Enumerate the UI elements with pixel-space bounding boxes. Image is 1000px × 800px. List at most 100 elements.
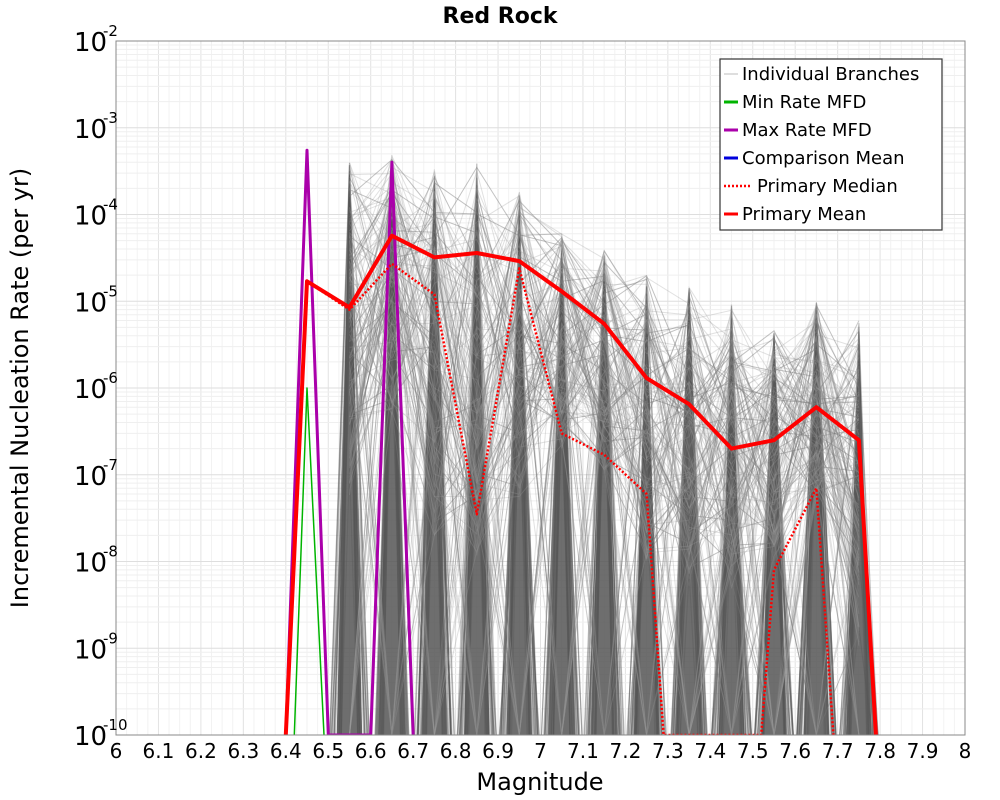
y-tick-label: 10 (74, 288, 107, 318)
x-axis-ticks: 6 6.1 6.2 6.3 6.4 6.5 6.6 6.7 6.8 6.9 7 7.1 7.2 7.3 7.… (110, 739, 972, 763)
branch-line (349, 191, 859, 735)
branch-line (349, 182, 860, 735)
branch-line (716, 308, 747, 735)
branch-line (349, 158, 860, 571)
y-tick-label: 10 (74, 635, 107, 665)
x-tick-label: 7.2 (609, 739, 641, 763)
branch-line (349, 295, 860, 735)
branch-line (349, 274, 860, 735)
branch-line (349, 233, 860, 735)
branch-line (349, 197, 860, 735)
branch-spike (464, 170, 490, 735)
branch-line (349, 198, 860, 735)
branch-line (349, 240, 860, 735)
y-tick-exponent: -4 (103, 196, 118, 214)
branch-line (349, 181, 860, 735)
y-tick-label: 10 (74, 28, 107, 58)
branch-line (349, 235, 859, 735)
branch-line (349, 232, 860, 556)
branch-line (349, 227, 860, 735)
y-tick-label: 10 (74, 202, 107, 232)
branch-line (349, 237, 860, 735)
branch-line (349, 204, 860, 735)
branch-line (670, 292, 708, 735)
branch-line (349, 170, 860, 735)
branch-line (349, 248, 860, 735)
branch-line (349, 250, 860, 735)
x-axis-label: Magnitude (476, 768, 603, 796)
branch-line (349, 185, 860, 735)
branch-line (757, 334, 791, 735)
branch-line (349, 277, 860, 735)
branch-line (672, 291, 706, 735)
branch-line (758, 333, 790, 735)
branch-spike (761, 335, 787, 735)
branch-line (349, 197, 860, 580)
branch-line (349, 210, 860, 735)
branch-line (349, 209, 860, 488)
x-tick-label: 6.9 (482, 739, 514, 763)
branch-line (349, 306, 860, 735)
x-tick-label: 6.8 (440, 739, 472, 763)
branch-spike (803, 309, 830, 735)
branch-line (349, 212, 860, 587)
branch-line (349, 293, 860, 556)
individual-branches-layer (329, 154, 879, 735)
branch-line (349, 196, 859, 735)
branch-line (349, 180, 860, 735)
y-tick-label: 10 (74, 115, 107, 145)
y-tick-label: 10 (74, 375, 107, 405)
branch-line (349, 167, 860, 598)
branch-line (349, 169, 860, 542)
branch-line (540, 240, 583, 735)
branch-spike (336, 170, 363, 735)
branch-line (349, 268, 860, 534)
branch-line (349, 215, 860, 735)
x-tick-label: 7.4 (694, 739, 726, 763)
legend-label: Comparison Mean (742, 148, 905, 169)
branch-spike (676, 294, 702, 735)
branch-line (349, 193, 860, 735)
chart-title: Red Rock (443, 4, 559, 29)
legend-label: Min Rate MFD (742, 92, 866, 113)
branch-line (349, 159, 860, 562)
x-tick-label: 7.9 (907, 739, 939, 763)
branch-line (349, 177, 860, 735)
branch-line (349, 189, 860, 735)
branch-line (349, 163, 860, 735)
series-primary-median (284, 262, 835, 735)
branch-line (349, 247, 860, 556)
branch-line (349, 193, 860, 538)
branch-line (349, 187, 860, 735)
branch-line (801, 305, 832, 735)
x-tick-label: 7.1 (567, 739, 599, 763)
y-tick-label: 10 (74, 722, 107, 752)
branch-line (349, 240, 860, 558)
branch-line (349, 311, 860, 735)
legend: Individual Branches Min Rate MFD Max Rate … (719, 58, 943, 231)
branch-line (797, 307, 836, 735)
branch-line (349, 259, 860, 535)
branch-line (349, 225, 860, 735)
legend-label: Primary Mean (742, 204, 866, 225)
branch-line (349, 232, 860, 735)
branch-line (349, 283, 860, 735)
branch-line (349, 252, 860, 735)
branch-spike (549, 242, 575, 735)
branch-line (796, 306, 837, 735)
branch-line (349, 176, 860, 735)
y-tick-exponent: -7 (103, 456, 118, 474)
series-max-rate-mfd (284, 148, 415, 735)
branch-line (588, 254, 620, 735)
branch-line (349, 216, 860, 735)
series-min-rate-mfd (293, 387, 325, 735)
x-tick-label: 6.6 (355, 739, 387, 763)
branch-line (349, 181, 860, 735)
branch-line (349, 222, 860, 735)
x-tick-label: 7 (534, 739, 547, 763)
branch-line (796, 309, 837, 735)
branch-line (349, 167, 860, 646)
branch-line (349, 261, 859, 735)
branch-line (349, 268, 860, 735)
